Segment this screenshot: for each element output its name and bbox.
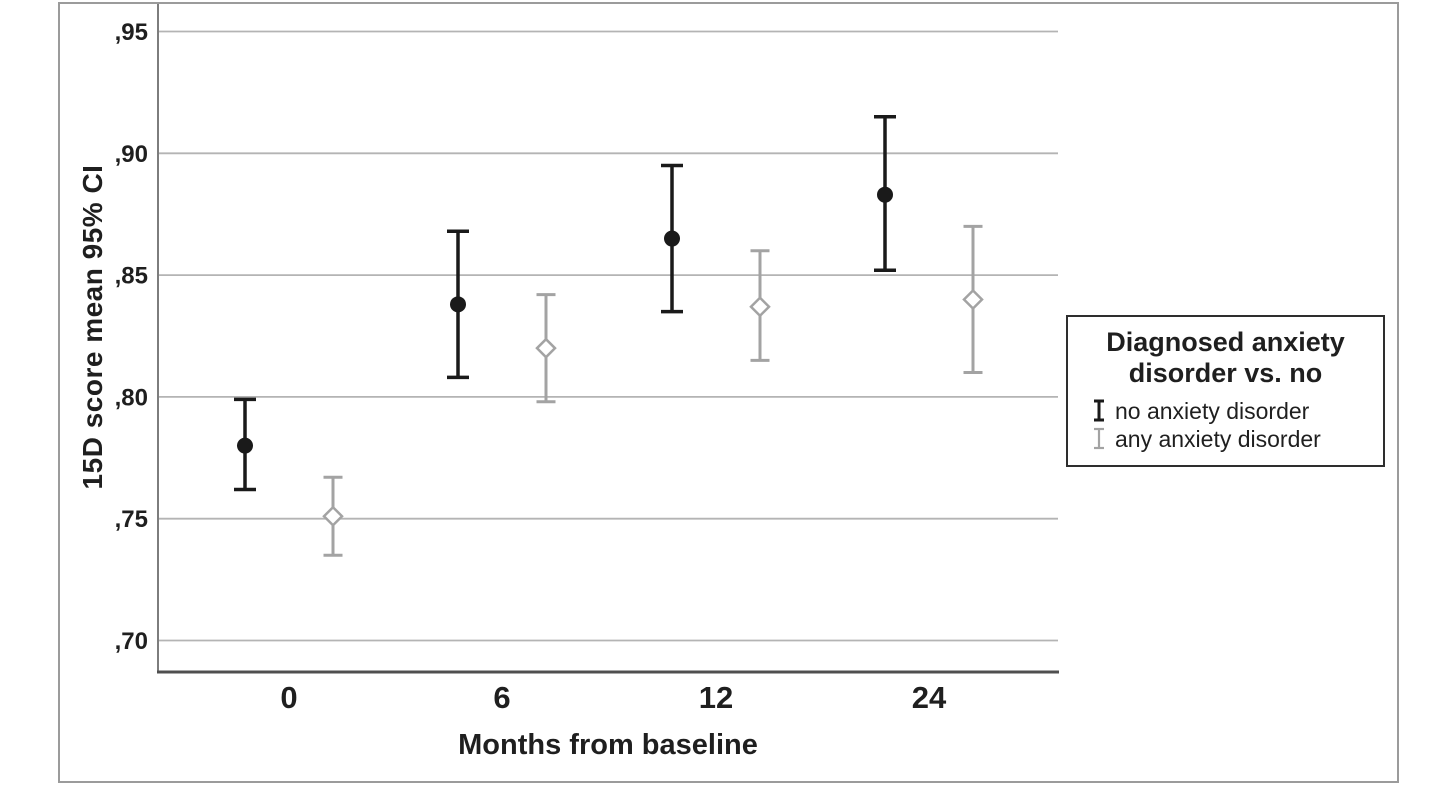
errorbar-glyph-black xyxy=(1094,399,1104,422)
legend-item-label: no anxiety disorder xyxy=(1115,397,1310,424)
legend-item-label: any anxiety disorder xyxy=(1115,425,1321,452)
mean-marker-diamond xyxy=(749,296,771,318)
x-tick-label: 0 xyxy=(280,680,297,715)
mean-marker-diamond xyxy=(535,337,557,359)
legend-item-any-anxiety: any anxiety disorder xyxy=(1092,425,1383,453)
errorbar-glyph-gray xyxy=(1094,428,1104,450)
y-tick-label: ,90 xyxy=(115,141,148,168)
y-tick-label: ,70 xyxy=(115,628,148,655)
mean-marker-circle xyxy=(877,186,893,203)
y-axis-title: 15D score mean 95% CI xyxy=(77,164,108,490)
legend-title-line2: disorder vs. no xyxy=(1128,358,1323,389)
legend-items: no anxiety disorder any anxiety disorder xyxy=(1068,397,1383,453)
legend-item-no-anxiety: no anxiety disorder xyxy=(1092,397,1383,425)
x-tick-label: 6 xyxy=(493,680,510,715)
mean-marker-circle xyxy=(450,296,466,313)
y-tick-label: ,75 xyxy=(115,506,148,533)
mean-marker-diamond xyxy=(322,505,344,528)
mean-marker-diamond xyxy=(962,288,984,311)
mean-marker-circle xyxy=(664,230,680,247)
legend-box: Diagnosed anxiety disorder vs. no no anx… xyxy=(1066,315,1385,467)
legend-title-line1: Diagnosed anxiety xyxy=(1106,327,1345,357)
x-tick-label: 12 xyxy=(699,680,733,715)
mean-marker-circle xyxy=(237,437,253,454)
x-axis-title: Months from baseline xyxy=(458,729,758,761)
x-tick-label: 24 xyxy=(912,680,947,715)
y-tick-label: ,80 xyxy=(115,384,148,411)
y-tick-label: ,95 xyxy=(115,19,148,46)
y-tick-label: ,85 xyxy=(115,263,148,290)
legend-title: Diagnosed anxiety disorder vs. no xyxy=(1068,327,1383,390)
